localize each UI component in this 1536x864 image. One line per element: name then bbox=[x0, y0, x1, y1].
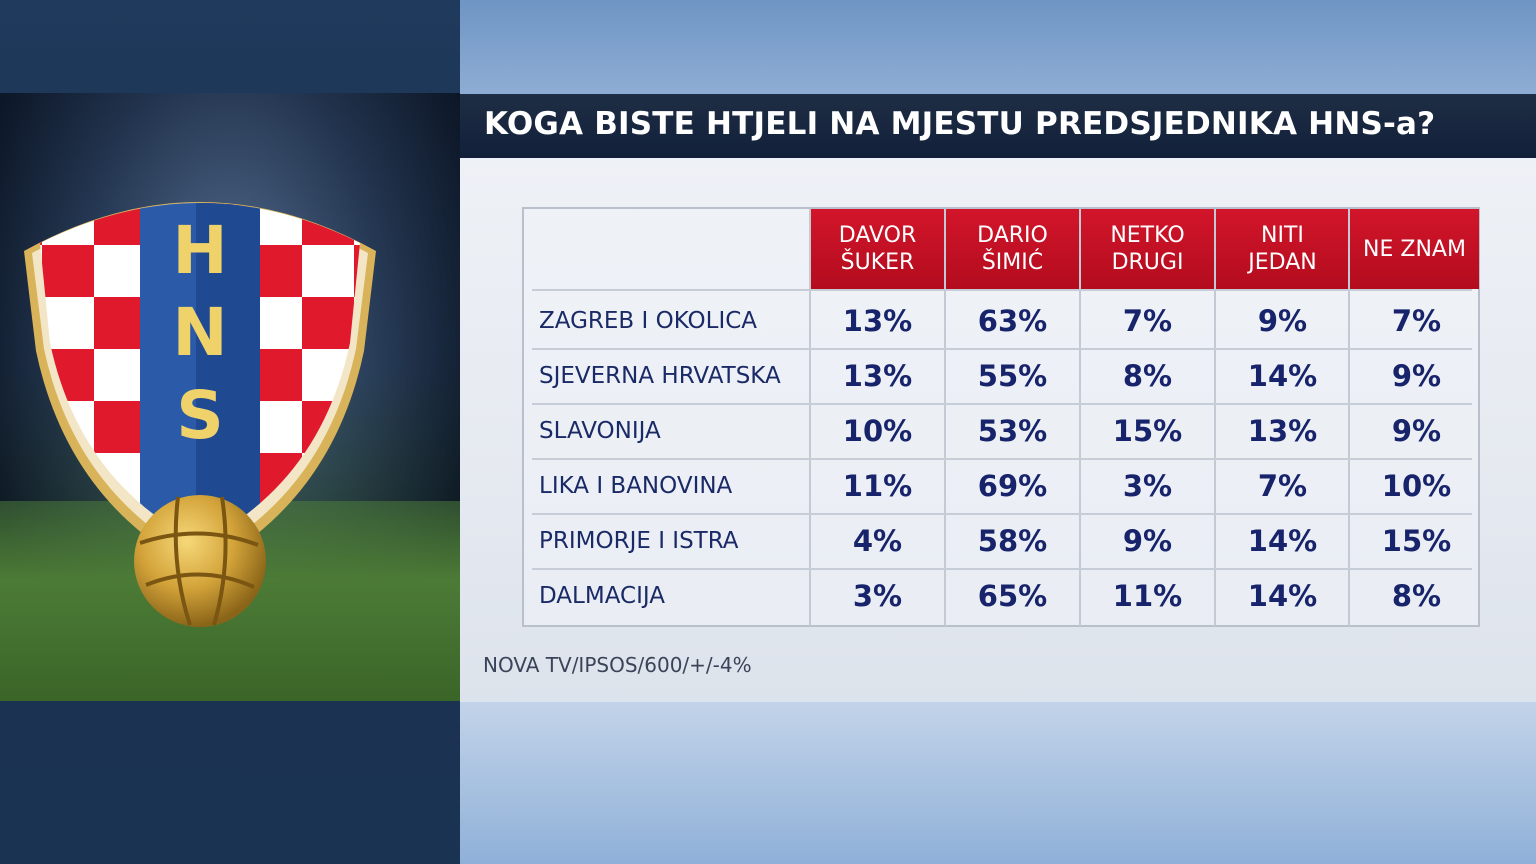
logo-panel: H N S bbox=[0, 93, 460, 701]
table-cell: 4% bbox=[852, 524, 903, 558]
column-header: NETKO DRUGI bbox=[1081, 209, 1214, 289]
table-cell: 11% bbox=[842, 469, 913, 503]
row-divider bbox=[532, 403, 1472, 405]
column-header: NITI JEDAN bbox=[1216, 209, 1349, 289]
table-cell: 8% bbox=[1391, 579, 1442, 613]
column-divider bbox=[944, 209, 946, 626]
row-divider bbox=[532, 348, 1472, 350]
table-cell: 55% bbox=[977, 359, 1048, 393]
table-cell: 15% bbox=[1381, 524, 1452, 558]
table-cell: 53% bbox=[977, 414, 1048, 448]
column-header: DARIO ŠIMIĆ bbox=[946, 209, 1079, 289]
row-label: PRIMORJE I ISTRA bbox=[539, 528, 739, 554]
table-cell: 10% bbox=[842, 414, 913, 448]
table-cell: 14% bbox=[1247, 359, 1318, 393]
row-divider bbox=[532, 513, 1472, 515]
crest-letter-s: S bbox=[176, 377, 224, 454]
table-cell: 7% bbox=[1122, 304, 1173, 338]
crest-letter-h: H bbox=[172, 212, 227, 289]
row-label: LIKA I BANOVINA bbox=[539, 473, 733, 499]
table-cell: 8% bbox=[1122, 359, 1173, 393]
table-cell: 7% bbox=[1257, 469, 1308, 503]
source-note: NOVA TV/IPSOS/600/+/-4% bbox=[483, 653, 752, 677]
column-divider bbox=[809, 209, 811, 626]
column-divider bbox=[1348, 209, 1350, 626]
row-divider bbox=[532, 458, 1472, 460]
column-divider bbox=[1214, 209, 1216, 626]
table-cell: 9% bbox=[1391, 414, 1442, 448]
table-cell: 9% bbox=[1122, 524, 1173, 558]
table-cell: 13% bbox=[842, 359, 913, 393]
table-cell: 13% bbox=[1247, 414, 1318, 448]
row-label: SLAVONIJA bbox=[539, 418, 661, 444]
table-cell: 65% bbox=[977, 579, 1048, 613]
table-cell: 58% bbox=[977, 524, 1048, 558]
table-cell: 9% bbox=[1257, 304, 1308, 338]
table-cell: 9% bbox=[1391, 359, 1442, 393]
table-cell: 3% bbox=[1122, 469, 1173, 503]
table-cell: 11% bbox=[1112, 579, 1183, 613]
row-divider bbox=[532, 289, 1472, 291]
column-header: DAVOR ŠUKER bbox=[811, 209, 944, 289]
column-divider bbox=[1079, 209, 1081, 626]
chart-title: KOGA BISTE HTJELI NA MJESTU PREDSJEDNIKA… bbox=[484, 106, 1436, 142]
row-label: ZAGREB I OKOLICA bbox=[539, 308, 758, 334]
table-cell: 63% bbox=[977, 304, 1048, 338]
table-cell: 3% bbox=[852, 579, 903, 613]
table-cell: 13% bbox=[842, 304, 913, 338]
table-cell: 7% bbox=[1391, 304, 1442, 338]
ball-icon bbox=[134, 495, 266, 627]
crest-letter-n: N bbox=[172, 294, 227, 371]
table-cell: 14% bbox=[1247, 579, 1318, 613]
row-divider bbox=[532, 568, 1472, 570]
table-cell: 69% bbox=[977, 469, 1048, 503]
row-label: SJEVERNA HRVATSKA bbox=[539, 363, 781, 389]
table-cell: 15% bbox=[1112, 414, 1183, 448]
title-bar: KOGA BISTE HTJELI NA MJESTU PREDSJEDNIKA… bbox=[460, 94, 1536, 158]
hns-crest-icon: H N S bbox=[24, 202, 376, 627]
column-header: NE ZNAM bbox=[1350, 209, 1479, 289]
row-label: DALMACIJA bbox=[539, 583, 665, 609]
table-cell: 14% bbox=[1247, 524, 1318, 558]
table-cell: 10% bbox=[1381, 469, 1452, 503]
